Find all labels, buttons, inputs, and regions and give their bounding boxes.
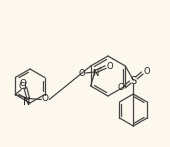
Text: O: O — [106, 61, 113, 71]
Text: N: N — [23, 97, 31, 107]
Text: Cl: Cl — [19, 82, 28, 91]
Text: O: O — [117, 83, 124, 92]
Text: ⁻: ⁻ — [112, 60, 115, 65]
Text: O: O — [78, 69, 85, 77]
Text: O: O — [42, 94, 49, 103]
Text: S: S — [130, 76, 136, 86]
Text: +: + — [98, 66, 102, 71]
Text: O: O — [143, 67, 150, 76]
Text: N: N — [92, 69, 99, 77]
Text: O: O — [20, 79, 27, 88]
